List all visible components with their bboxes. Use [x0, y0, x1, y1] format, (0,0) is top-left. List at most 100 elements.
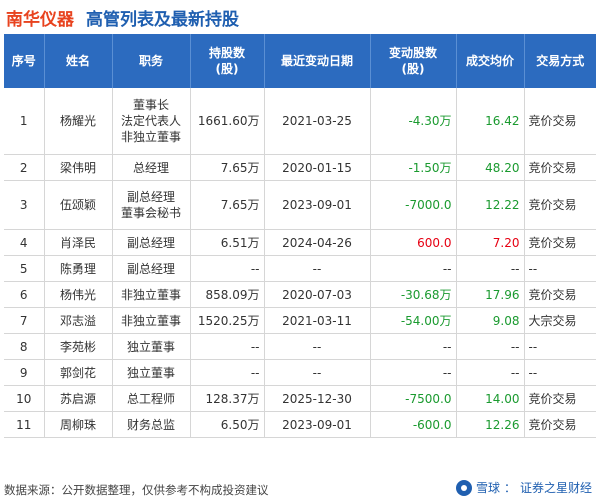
trade-method: -- [524, 255, 596, 282]
executive-name: 梁伟明 [44, 154, 113, 181]
average-price: 9.08 [456, 307, 525, 334]
shares-held: 7.65万 [190, 154, 265, 181]
snowball-logo-icon [455, 479, 472, 496]
table-row: 1 杨耀光 董事长 法定代表人 非独立董事 1661.60万 2021-03-25 -4.30… [4, 88, 596, 155]
average-price: 12.26 [456, 411, 525, 438]
position-line: 独立董事 [126, 365, 175, 380]
executive-position: 非独立董事 [112, 307, 191, 334]
position-line: 副总经理 [126, 261, 175, 276]
change-shares: 600.0 [370, 229, 457, 256]
executive-name: 李苑彬 [44, 333, 113, 360]
change-shares: -7500.0 [370, 385, 457, 412]
column-header-date: 最近变动日期 [264, 34, 371, 88]
trade-method: 竞价交易 [524, 88, 596, 155]
shares-held: 6.50万 [190, 411, 265, 438]
column-header-position: 职务 [112, 34, 191, 88]
table-row: 4 肖泽民 副总经理 6.51万 2024-04-26 600.0 7.20 竞价交易 [4, 229, 596, 256]
row-number: 11 [4, 411, 45, 438]
executive-name: 伍颂颖 [44, 180, 113, 230]
row-number: 10 [4, 385, 45, 412]
change-shares: -600.0 [370, 411, 457, 438]
executive-name: 陈勇理 [44, 255, 113, 282]
executive-name: 杨伟光 [44, 281, 113, 308]
executive-name: 邓志溢 [44, 307, 113, 334]
table-row: 10 苏启源 总工程师 128.37万 2025-12-30 -7500.0 14.00 竞价… [4, 385, 596, 412]
shares-held: 128.37万 [190, 385, 265, 412]
position-line: 总工程师 [126, 391, 175, 406]
change-shares: -4.30万 [370, 88, 457, 155]
last-change-date: -- [264, 255, 371, 282]
executive-position: 独立董事 [112, 359, 191, 386]
position-line: 财务总监 [126, 417, 175, 432]
column-header-name: 姓名 [44, 34, 113, 88]
data-source-note: 数据来源：公开数据整理，仅供参考不构成投资建议 [4, 483, 269, 497]
position-line: 非独立董事 [120, 287, 181, 302]
shares-held: 7.65万 [190, 180, 265, 230]
row-number: 5 [4, 255, 45, 282]
position-line: 法定代表人 [120, 114, 181, 128]
shares-held: -- [190, 333, 265, 360]
company-name: 南华仪器 [6, 9, 74, 30]
column-header-shares-label: 持股数 (股) [208, 46, 245, 76]
last-change-date: 2023-09-01 [264, 411, 371, 438]
shares-held: -- [190, 359, 265, 386]
position-line: 独立董事 [126, 339, 175, 354]
row-number: 6 [4, 281, 45, 308]
column-header-change-label: 变动股数 (股) [388, 46, 437, 76]
change-shares: -- [370, 255, 457, 282]
average-price: -- [456, 255, 525, 282]
row-number: 9 [4, 359, 45, 386]
table-row: 7 邓志溢 非独立董事 1520.25万 2021-03-11 -54.00万 9.08 大宗… [4, 307, 596, 334]
trade-method: 竞价交易 [524, 411, 596, 438]
trade-method: -- [524, 359, 596, 386]
executive-name: 郭剑花 [44, 359, 113, 386]
trade-method: 竞价交易 [524, 281, 596, 308]
position-line: 董事长 [132, 98, 169, 112]
executive-holdings-table: 序号 姓名 职务 持股数 (股) 最近变动日期 变动股数 (股) 成交均价 交易方式… [4, 34, 596, 438]
position-line: 副总经理 [126, 190, 175, 204]
table-header-row: 序号 姓名 职务 持股数 (股) 最近变动日期 变动股数 (股) 成交均价 交易方式 [4, 34, 596, 88]
average-price: 7.20 [456, 229, 525, 256]
average-price: 16.42 [456, 88, 525, 155]
executive-position: 财务总监 [112, 411, 191, 438]
row-number: 1 [4, 88, 45, 155]
trade-method: -- [524, 333, 596, 360]
average-price: -- [456, 333, 525, 360]
executive-position: 总经理 [112, 154, 191, 181]
brand-right: 证券之星财经 [519, 481, 592, 495]
trade-method: 竞价交易 [524, 154, 596, 181]
brand-separator: ： [503, 481, 516, 495]
average-price: -- [456, 359, 525, 386]
change-shares: -30.68万 [370, 281, 457, 308]
average-price: 48.20 [456, 154, 525, 181]
table-subject: 高管列表及最新持股 [86, 9, 239, 30]
position-line: 总经理 [132, 160, 169, 175]
average-price: 17.96 [456, 281, 525, 308]
row-number: 7 [4, 307, 45, 334]
table-row: 6 杨伟光 非独立董事 858.09万 2020-07-03 -30.68万 17.96 竞价… [4, 281, 596, 308]
shares-held: -- [190, 255, 265, 282]
last-change-date: 2023-09-01 [264, 180, 371, 230]
last-change-date: -- [264, 333, 371, 360]
trade-method: 大宗交易 [524, 307, 596, 334]
brand-footer: 雪球 ： 证券之星财经 [455, 479, 592, 496]
trade-method: 竞价交易 [524, 385, 596, 412]
column-header-change: 变动股数 (股) [370, 34, 457, 88]
trade-method: 竞价交易 [524, 180, 596, 230]
average-price: 14.00 [456, 385, 525, 412]
last-change-date: 2025-12-30 [264, 385, 371, 412]
average-price: 12.22 [456, 180, 525, 230]
executive-name: 周柳珠 [44, 411, 113, 438]
change-shares: -54.00万 [370, 307, 457, 334]
last-change-date: -- [264, 359, 371, 386]
last-change-date: 2024-04-26 [264, 229, 371, 256]
executive-position: 副总经理 [112, 229, 191, 256]
last-change-date: 2020-07-03 [264, 281, 371, 308]
page-title: 南华仪器 高管列表及最新持股 [6, 4, 239, 30]
executive-name: 杨耀光 [44, 88, 113, 155]
row-number: 4 [4, 229, 45, 256]
trade-method: 竞价交易 [524, 229, 596, 256]
table-row: 8 李苑彬 独立董事 -- -- -- -- -- [4, 333, 596, 360]
executive-position: 副总经理 [112, 255, 191, 282]
executive-position: 非独立董事 [112, 281, 191, 308]
